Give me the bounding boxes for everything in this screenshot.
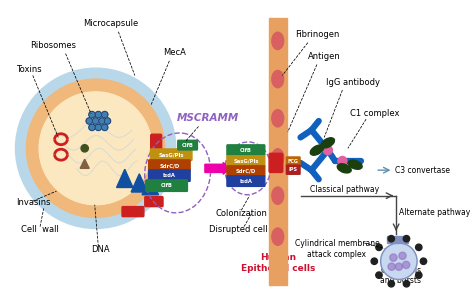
FancyBboxPatch shape [145, 197, 163, 207]
Circle shape [381, 243, 417, 279]
Circle shape [376, 244, 382, 251]
Circle shape [92, 118, 99, 124]
Text: ClfB: ClfB [240, 148, 252, 153]
Polygon shape [142, 177, 158, 195]
FancyBboxPatch shape [146, 180, 187, 191]
Text: SasG/Pls: SasG/Pls [233, 159, 259, 164]
Circle shape [16, 68, 176, 228]
Circle shape [402, 261, 410, 268]
Bar [401, 236, 408, 243]
Text: ClfB: ClfB [161, 183, 173, 188]
Polygon shape [117, 169, 133, 188]
Text: Disrupted cell: Disrupted cell [210, 225, 268, 234]
Circle shape [81, 145, 88, 152]
Ellipse shape [337, 164, 351, 173]
Text: Antigen: Antigen [308, 52, 341, 61]
Text: MSCRAMM: MSCRAMM [176, 113, 239, 123]
Text: Cylindrical membrane
attack complex: Cylindrical membrane attack complex [294, 239, 379, 259]
Circle shape [89, 112, 95, 118]
Circle shape [388, 263, 395, 270]
Ellipse shape [348, 160, 362, 169]
Text: C1 complex: C1 complex [350, 108, 400, 118]
Circle shape [95, 112, 101, 118]
Text: Classical pathway: Classical pathway [310, 185, 379, 194]
FancyBboxPatch shape [286, 157, 300, 166]
Circle shape [390, 254, 397, 261]
Circle shape [323, 145, 332, 155]
Circle shape [371, 258, 377, 265]
Text: DNA: DNA [91, 245, 109, 254]
Circle shape [388, 235, 394, 242]
FancyBboxPatch shape [122, 207, 144, 217]
FancyBboxPatch shape [227, 176, 265, 186]
FancyBboxPatch shape [149, 160, 190, 171]
Bar [387, 236, 393, 243]
Ellipse shape [272, 110, 283, 127]
Polygon shape [131, 174, 147, 192]
Bar [394, 236, 400, 243]
Text: Ribosomes: Ribosomes [30, 41, 76, 50]
Circle shape [395, 263, 402, 270]
Circle shape [86, 118, 92, 124]
Circle shape [104, 118, 110, 124]
Text: IsdA: IsdA [163, 173, 176, 178]
FancyBboxPatch shape [150, 149, 192, 160]
Text: SdrC/D: SdrC/D [236, 169, 256, 174]
Ellipse shape [272, 71, 283, 88]
FancyBboxPatch shape [269, 153, 283, 172]
FancyBboxPatch shape [286, 165, 300, 174]
Text: IPS: IPS [289, 167, 298, 172]
Text: Toxins: Toxins [17, 65, 42, 74]
Circle shape [388, 281, 394, 287]
Ellipse shape [272, 32, 283, 49]
Circle shape [95, 124, 101, 131]
FancyBboxPatch shape [227, 156, 265, 166]
Circle shape [39, 92, 152, 205]
Text: Cell swells
and bursts: Cell swells and bursts [380, 265, 421, 285]
Circle shape [101, 112, 108, 118]
Circle shape [403, 235, 410, 242]
Circle shape [403, 281, 410, 287]
Circle shape [338, 157, 347, 166]
Text: MecA: MecA [164, 48, 186, 58]
Circle shape [99, 118, 105, 124]
Circle shape [399, 252, 406, 259]
Text: Cell  wall: Cell wall [21, 225, 59, 234]
Circle shape [416, 272, 422, 278]
Text: ClfB: ClfB [182, 143, 193, 148]
FancyBboxPatch shape [227, 145, 265, 155]
Polygon shape [80, 159, 89, 168]
Ellipse shape [310, 145, 324, 155]
Text: Colonization: Colonization [215, 209, 267, 218]
FancyBboxPatch shape [151, 134, 162, 159]
Text: Invasins: Invasins [17, 198, 51, 207]
Circle shape [101, 124, 108, 131]
Text: SdrC/D: SdrC/D [159, 163, 180, 168]
FancyBboxPatch shape [149, 170, 190, 181]
Text: Microcapsule: Microcapsule [83, 19, 139, 28]
Ellipse shape [321, 138, 335, 148]
FancyBboxPatch shape [178, 140, 198, 150]
Text: Alternate pathway: Alternate pathway [399, 208, 470, 217]
Circle shape [89, 124, 95, 131]
Text: SasG/Pls: SasG/Pls [158, 152, 184, 158]
Text: Fibrinogen: Fibrinogen [295, 30, 339, 39]
Circle shape [416, 244, 422, 251]
Ellipse shape [272, 228, 283, 245]
Text: Human
Epithelial cells: Human Epithelial cells [241, 253, 315, 273]
FancyBboxPatch shape [227, 166, 265, 176]
Text: IgG antibody: IgG antibody [326, 78, 380, 87]
Text: FCG: FCG [288, 159, 299, 164]
Text: C3 convertase: C3 convertase [395, 166, 450, 175]
Bar [269, 18, 287, 285]
Circle shape [376, 272, 382, 278]
FancyArrow shape [205, 162, 230, 174]
Circle shape [420, 258, 427, 265]
Text: IsdA: IsdA [239, 179, 252, 184]
Circle shape [27, 79, 165, 218]
Ellipse shape [272, 187, 283, 204]
Ellipse shape [272, 149, 283, 166]
